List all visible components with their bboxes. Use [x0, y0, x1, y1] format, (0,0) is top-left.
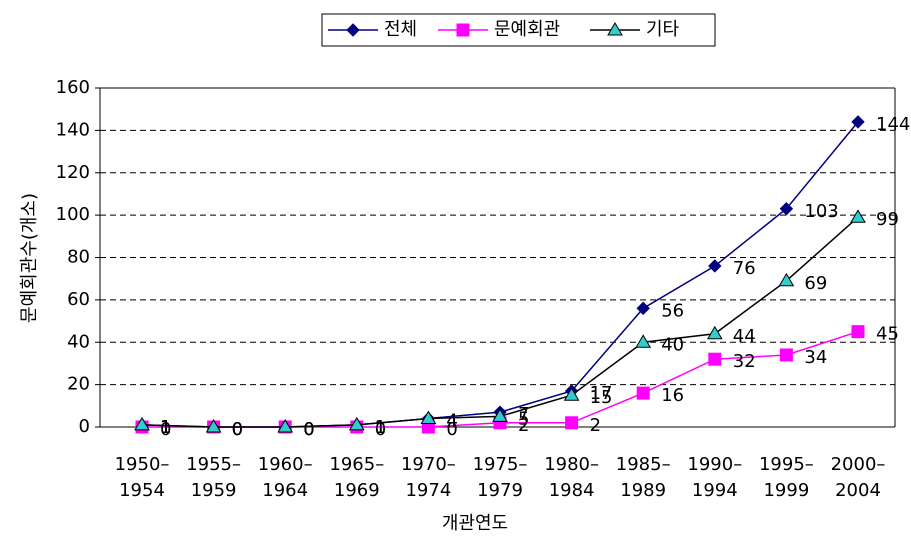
legend-label: 전체	[384, 19, 417, 40]
data-label: 144	[876, 114, 910, 135]
y-tick-label: 0	[79, 416, 90, 437]
data-label: 34	[804, 347, 827, 368]
data-label: 4	[446, 411, 457, 432]
data-label: 5	[518, 408, 529, 429]
data-label: 17	[590, 383, 613, 404]
data-point	[708, 259, 722, 273]
y-tick-label: 80	[67, 247, 90, 268]
data-point	[635, 334, 652, 348]
data-label: 15	[590, 387, 613, 408]
x-tick-label: 1975–1979	[472, 454, 528, 501]
data-point	[708, 352, 722, 366]
legend-marker	[346, 23, 360, 37]
data-label: 0	[232, 419, 243, 440]
data-label: 0	[303, 419, 314, 440]
data-label: 40	[661, 334, 684, 355]
data-label: 103	[804, 201, 838, 222]
data-label: 0	[375, 419, 386, 440]
x-tick-label: 1955–1959	[186, 454, 241, 501]
data-point	[563, 387, 580, 401]
data-label: 0	[160, 419, 171, 440]
y-axis-title: 문예회관수(개소)	[19, 193, 40, 323]
x-tick-label: 1985–1989	[615, 454, 671, 501]
data-point	[851, 325, 865, 339]
legend-label: 기타	[646, 19, 680, 40]
data-label: 99	[876, 209, 899, 230]
x-tick-label: 1970–1974	[400, 454, 456, 501]
data-point	[850, 209, 866, 223]
data-point	[420, 410, 437, 425]
data-label: 1	[375, 417, 386, 438]
data-point	[492, 408, 508, 422]
legend-marker	[607, 22, 623, 36]
x-tick-label: 1990–1994	[687, 454, 743, 501]
data-label: 44	[733, 326, 756, 347]
y-tick-label: 40	[67, 331, 90, 352]
data-label: 0	[446, 419, 457, 440]
y-tick-label: 20	[67, 374, 90, 395]
data-point	[779, 202, 794, 216]
x-tick-label: 1965–1969	[329, 454, 385, 501]
data-label: 76	[733, 258, 756, 279]
data-point	[706, 325, 723, 340]
x-tick-label: 2000–2004	[830, 454, 886, 501]
data-label: 2	[590, 415, 601, 436]
data-point	[134, 416, 150, 431]
data-label: 69	[804, 273, 827, 294]
data-label: 0	[232, 419, 243, 440]
x-tick-label: 1950–1954	[114, 454, 170, 501]
y-tick-label: 60	[67, 289, 90, 310]
data-label: 16	[661, 385, 684, 406]
data-point	[636, 301, 650, 316]
data-point	[205, 419, 222, 433]
data-label: 2	[518, 415, 529, 436]
series-line	[141, 216, 859, 428]
data-point	[778, 272, 795, 287]
data-label: 0	[232, 419, 243, 440]
data-label: 32	[733, 351, 756, 372]
data-point	[348, 416, 365, 431]
y-tick-label: 120	[56, 162, 90, 183]
x-tick-label: 1995–1999	[758, 454, 814, 501]
legend-marker	[456, 23, 470, 37]
data-point	[779, 348, 793, 362]
data-point	[851, 115, 865, 129]
data-label: 56	[661, 300, 684, 321]
data-label: 1	[160, 417, 171, 438]
data-label: 0	[303, 419, 314, 440]
data-point	[565, 416, 579, 430]
y-tick-label: 140	[56, 119, 90, 140]
y-tick-label: 100	[56, 204, 90, 225]
x-axis-title: 개관연도	[442, 513, 508, 534]
data-label: 7	[518, 404, 529, 425]
data-label: 4	[446, 411, 457, 432]
legend-label: 문예회관	[494, 19, 560, 40]
y-tick-label: 160	[56, 77, 90, 98]
x-tick-label: 1980–1984	[544, 454, 599, 501]
data-label: 0	[303, 419, 314, 440]
x-tick-label: 1960–1964	[257, 454, 313, 501]
data-point	[636, 386, 650, 400]
data-label: 45	[876, 324, 899, 345]
data-point	[277, 419, 294, 433]
legend-box	[321, 13, 716, 47]
